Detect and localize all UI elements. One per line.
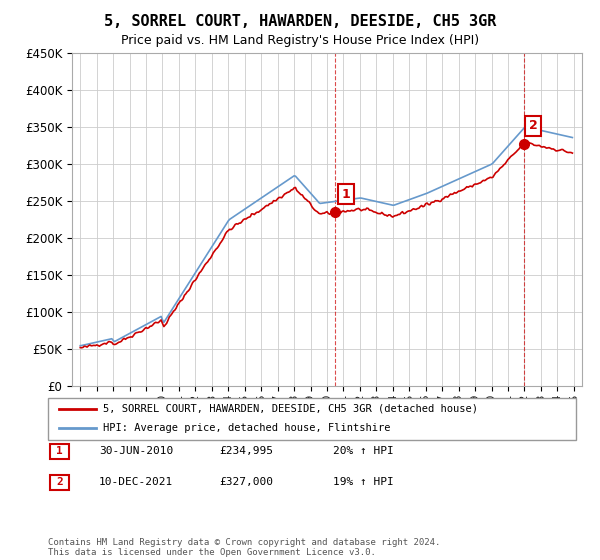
Text: 5, SORREL COURT, HAWARDEN, DEESIDE, CH5 3GR: 5, SORREL COURT, HAWARDEN, DEESIDE, CH5 … xyxy=(104,14,496,29)
Text: 30-JUN-2010: 30-JUN-2010 xyxy=(99,446,173,456)
Text: £234,995: £234,995 xyxy=(219,446,273,456)
Text: 20% ↑ HPI: 20% ↑ HPI xyxy=(333,446,394,456)
FancyBboxPatch shape xyxy=(50,444,68,459)
Text: £327,000: £327,000 xyxy=(219,477,273,487)
Text: 1: 1 xyxy=(56,446,63,456)
Text: 2: 2 xyxy=(529,119,537,133)
Text: Price paid vs. HM Land Registry's House Price Index (HPI): Price paid vs. HM Land Registry's House … xyxy=(121,34,479,46)
FancyBboxPatch shape xyxy=(50,475,68,489)
Text: 2: 2 xyxy=(56,477,63,487)
Text: 19% ↑ HPI: 19% ↑ HPI xyxy=(333,477,394,487)
Text: 10-DEC-2021: 10-DEC-2021 xyxy=(99,477,173,487)
Text: Contains HM Land Registry data © Crown copyright and database right 2024.
This d: Contains HM Land Registry data © Crown c… xyxy=(48,538,440,557)
FancyBboxPatch shape xyxy=(48,398,576,440)
Text: 1: 1 xyxy=(342,188,350,200)
Text: 5, SORREL COURT, HAWARDEN, DEESIDE, CH5 3GR (detached house): 5, SORREL COURT, HAWARDEN, DEESIDE, CH5 … xyxy=(103,404,478,414)
Text: HPI: Average price, detached house, Flintshire: HPI: Average price, detached house, Flin… xyxy=(103,423,391,433)
